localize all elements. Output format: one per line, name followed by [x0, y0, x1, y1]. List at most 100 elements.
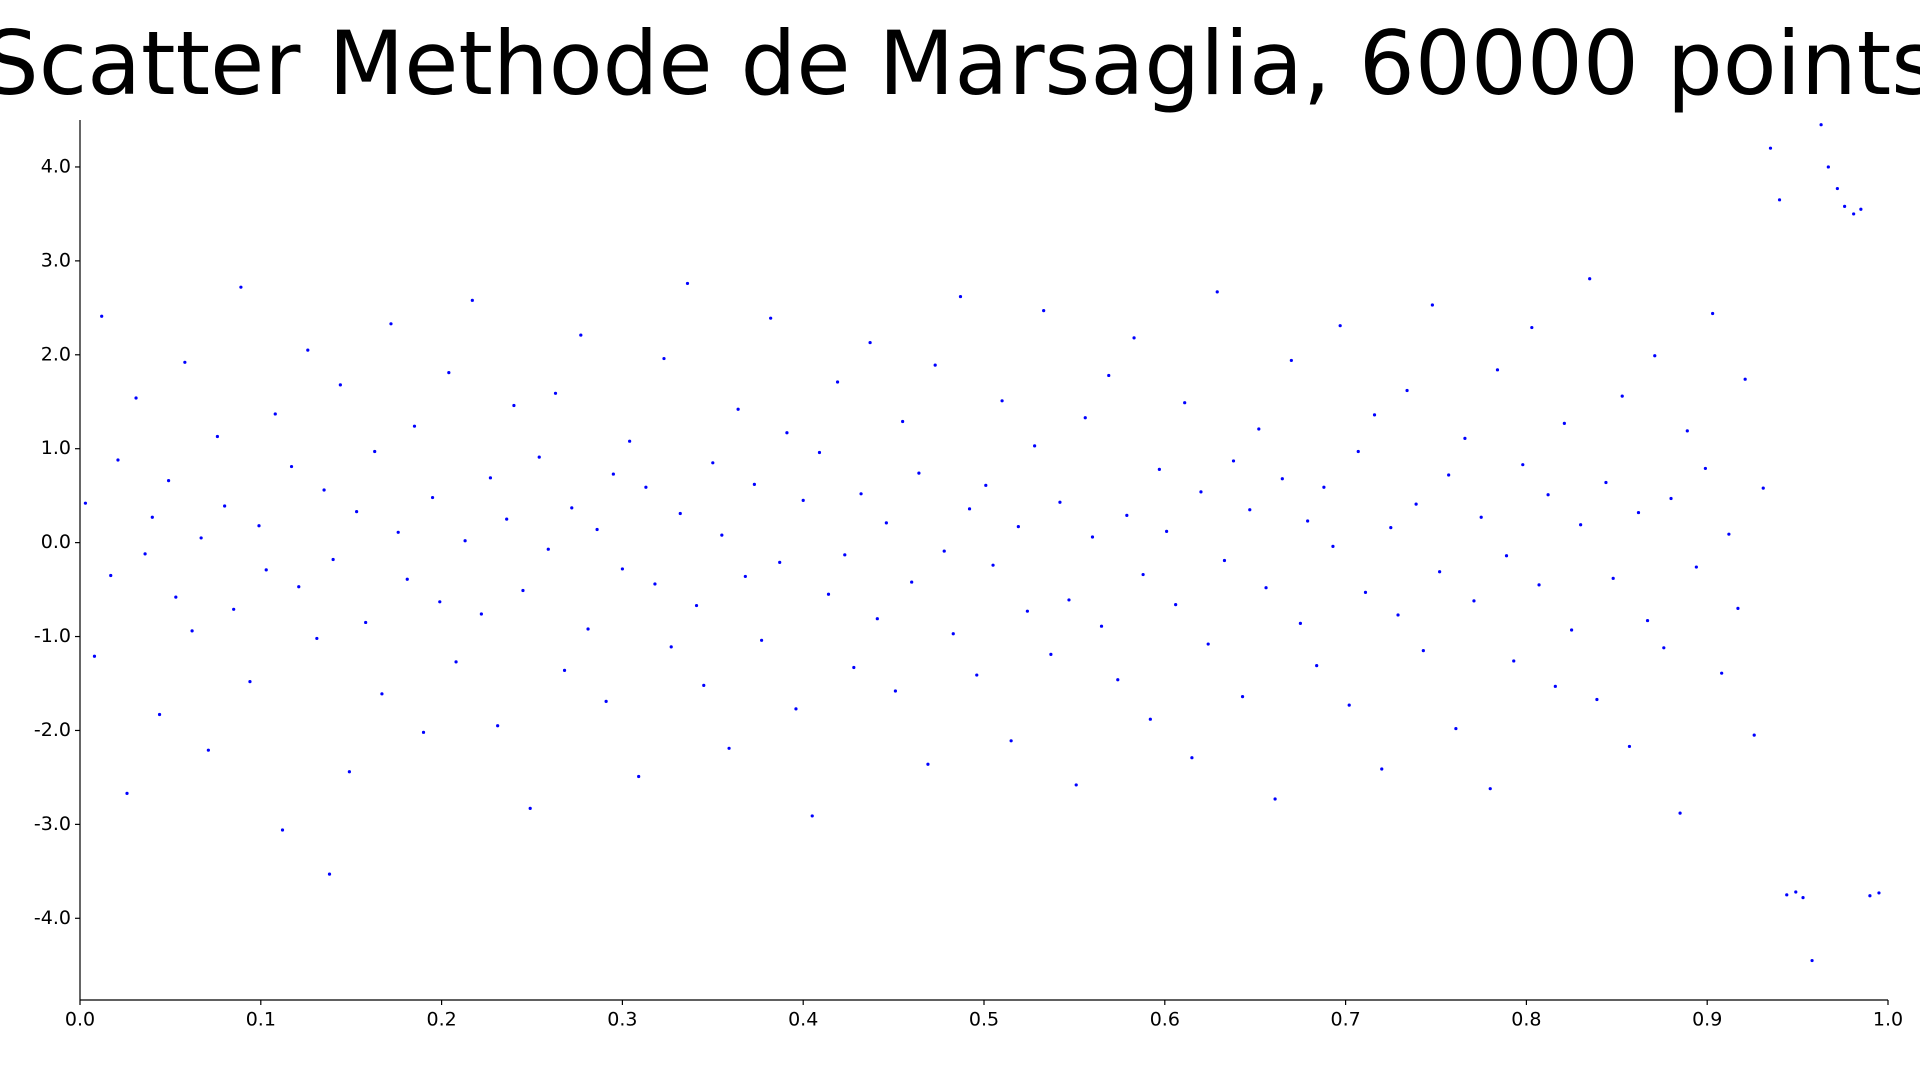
point [1174, 603, 1178, 607]
point [206, 748, 210, 752]
point [1611, 576, 1615, 580]
point [331, 557, 335, 562]
point [1720, 671, 1724, 675]
point [826, 592, 831, 596]
point [396, 530, 400, 534]
point [727, 746, 731, 750]
x-tick-label: 0.4 [788, 1009, 818, 1031]
point [1785, 893, 1789, 897]
point [479, 612, 483, 616]
point [447, 371, 451, 375]
point [134, 396, 138, 400]
point [933, 363, 937, 367]
point [1588, 277, 1592, 281]
point [595, 527, 599, 532]
point [100, 314, 104, 318]
point [257, 524, 261, 528]
point [1257, 427, 1261, 431]
point [1852, 212, 1856, 216]
point [1248, 508, 1252, 512]
x-tick-label: 0.0 [65, 1009, 95, 1031]
point [125, 791, 129, 795]
point [1215, 290, 1219, 294]
point [1472, 599, 1476, 603]
point [1389, 525, 1393, 530]
x-tick-label: 0.7 [1330, 1009, 1360, 1031]
point [1504, 554, 1509, 558]
y-tick-label: 0.0 [41, 531, 71, 553]
point [1315, 664, 1319, 668]
point [553, 391, 558, 395]
point [1049, 652, 1053, 656]
point [1157, 467, 1161, 471]
point [752, 482, 756, 486]
point [884, 521, 888, 525]
point [991, 563, 995, 567]
point [1877, 891, 1881, 895]
point [917, 471, 921, 475]
point [1141, 572, 1145, 577]
point [1835, 186, 1839, 191]
point [1620, 394, 1624, 398]
point [1645, 618, 1650, 623]
point [83, 501, 88, 505]
point [1183, 401, 1187, 405]
point [1280, 477, 1284, 481]
point [364, 620, 368, 625]
point [347, 770, 351, 774]
point [1009, 739, 1013, 743]
point [183, 360, 187, 364]
point [463, 539, 467, 543]
point [488, 476, 493, 480]
point [1000, 399, 1004, 403]
point [512, 403, 516, 408]
point [628, 439, 632, 443]
point [166, 479, 171, 483]
y-tick-label: 4.0 [41, 155, 71, 177]
point [1338, 324, 1342, 328]
point [760, 638, 764, 642]
point [736, 407, 740, 411]
point [1512, 659, 1516, 663]
point [720, 533, 724, 537]
point [801, 498, 805, 502]
point [1206, 642, 1210, 646]
point [1363, 590, 1368, 595]
point [975, 673, 979, 677]
point [1454, 726, 1458, 731]
point [1653, 354, 1657, 358]
point [1843, 204, 1847, 209]
point [1703, 466, 1707, 471]
point [389, 322, 393, 326]
point [338, 383, 342, 387]
point [910, 580, 914, 584]
point [430, 495, 435, 500]
point [264, 568, 268, 572]
point [778, 560, 782, 564]
point [297, 585, 301, 589]
point [1801, 896, 1805, 900]
point [1099, 624, 1104, 628]
point [537, 455, 541, 459]
point [327, 872, 332, 876]
point [157, 712, 162, 717]
point [1107, 373, 1111, 378]
point [289, 464, 294, 469]
point [653, 582, 657, 586]
point [1222, 558, 1227, 563]
point [1530, 325, 1534, 330]
point [967, 507, 972, 511]
point [306, 348, 310, 352]
point [1421, 649, 1425, 653]
point [1438, 570, 1442, 574]
x-tick-label: 1.0 [1873, 1009, 1903, 1031]
point [1414, 502, 1418, 506]
point [901, 419, 905, 424]
point [637, 774, 641, 779]
point [1604, 480, 1608, 485]
point [239, 285, 243, 289]
point [373, 449, 377, 454]
point [1752, 733, 1756, 737]
y-tick-label: -2.0 [34, 719, 71, 741]
